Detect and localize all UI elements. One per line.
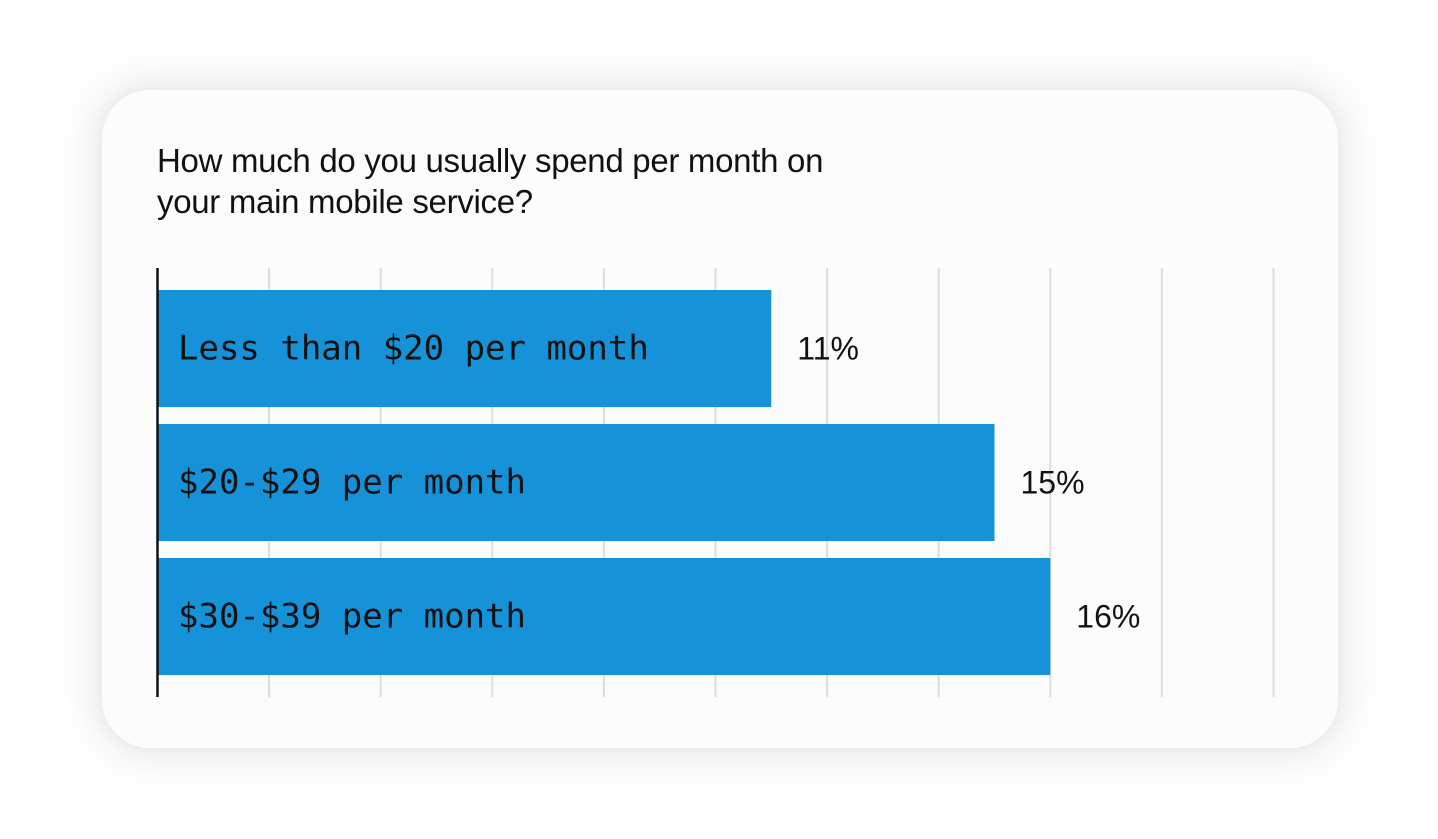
bar-value-label-3: 16% xyxy=(1076,599,1140,635)
bar-value-label-1: 11% xyxy=(797,331,859,367)
chart-title-line-1: How much do you usually spend per month … xyxy=(157,142,824,179)
bar-1 xyxy=(157,290,772,407)
chart-title-line-2: your main mobile service? xyxy=(157,183,533,220)
bar-value-label-2: 15% xyxy=(1021,465,1085,501)
bar-category-label-2: $20-$29 per month xyxy=(178,463,526,503)
bar-2 xyxy=(157,424,995,541)
bar-category-label-3: $30-$39 per month xyxy=(178,597,526,637)
chart-title: How much do you usually spend per month … xyxy=(157,140,1057,222)
bar-3 xyxy=(157,558,1051,675)
bar-category-label-1: Less than $20 per month xyxy=(178,329,649,369)
